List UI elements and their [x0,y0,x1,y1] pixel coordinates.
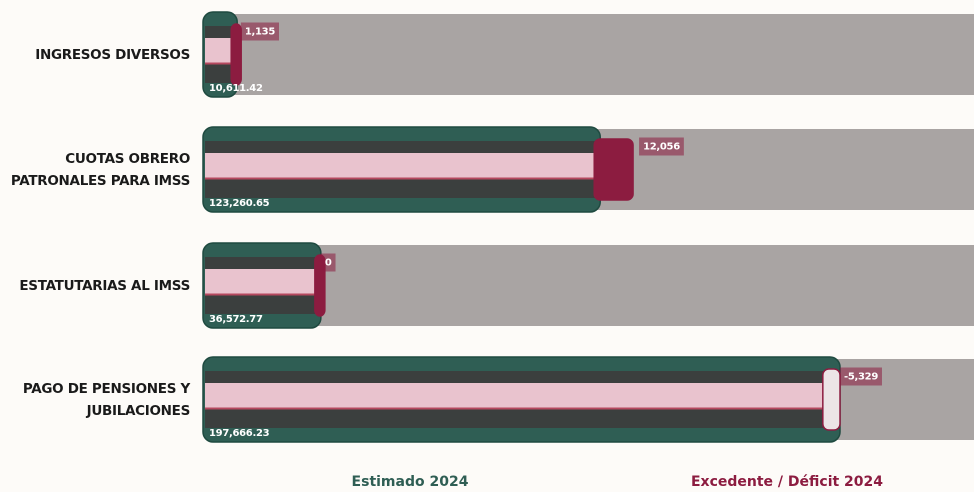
difference-value-label: 12,056 [643,142,680,153]
difference-value-label: -5,329 [844,372,878,383]
chart: 10,611.42 1,135 123,260.65 12,056 36,572.77 0… [0,0,974,492]
estimate-value-label: 197,666.23 [209,428,270,439]
legend-entry: Excedente / Déficit 2024 [691,474,883,490]
category-label: ESTATUTARIAS AL IMSS [0,275,190,297]
bar-highlight [205,38,233,64]
difference-bar [231,24,241,85]
difference-value-label: 1,135 [245,27,275,38]
bar-highlight [205,383,836,409]
bar-highlight [205,269,317,295]
difference-bar [823,369,840,430]
category-label: CUOTAS OBRERO PATRONALES PARA IMSS [0,148,190,192]
estimate-value-label: 10,611.42 [209,83,263,94]
bar-highlight [205,153,596,179]
difference-bar [594,139,633,200]
estimate-value-label: 123,260.65 [209,198,270,209]
track [210,14,974,95]
estimate-bar [203,357,840,442]
category-label: INGRESOS DIVERSOS [0,44,190,66]
estimate-value-label: 36,572.77 [209,314,263,325]
difference-value-label: 0 [325,258,332,269]
category-label: PAGO DE PENSIONES Y JUBILACIONES [0,378,190,422]
legend-entry: Estimado 2024 [352,474,469,490]
